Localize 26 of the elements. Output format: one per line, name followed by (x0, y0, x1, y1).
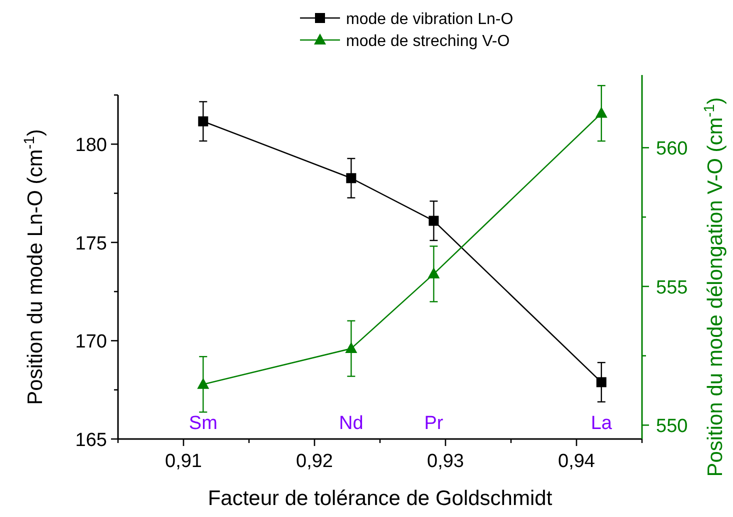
y-tick-label: 175 (75, 233, 107, 254)
point (428, 216, 439, 226)
point (428, 267, 440, 278)
legend-label: mode de vibration Ln-O (346, 11, 514, 28)
point (198, 116, 208, 126)
y2-tick-label: 560 (656, 138, 688, 160)
x-tick-label: 0,94 (558, 451, 596, 472)
point (197, 378, 210, 389)
annotation: Nd (339, 413, 364, 434)
x-axis-title: Facteur de tolérance de Goldschmidt (208, 487, 552, 510)
annotation: La (590, 413, 612, 434)
point (595, 106, 608, 118)
y-tick-label: 165 (75, 430, 107, 451)
y-tick-label: 170 (75, 332, 107, 353)
annotation: Pr (424, 413, 444, 434)
point (345, 342, 358, 354)
y2-tick-label: 550 (656, 416, 688, 438)
y-tick-label: 180 (75, 135, 107, 156)
point (346, 173, 356, 184)
annotation: Sm (188, 413, 218, 434)
x-tick-label: 0,91 (165, 451, 202, 472)
x-tick-label: 0,93 (427, 451, 464, 472)
legend-label: mode de streching V-O (346, 33, 510, 50)
point (596, 377, 606, 388)
y2-tick-label: 555 (656, 277, 688, 298)
x-tick-label: 0,92 (296, 451, 333, 472)
